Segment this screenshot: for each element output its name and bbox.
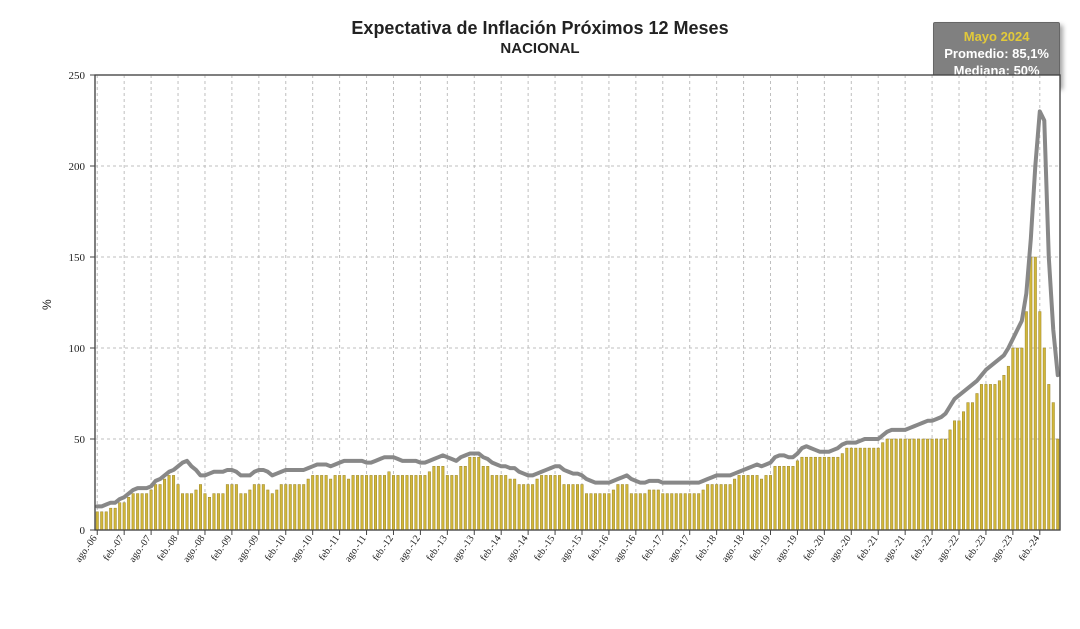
svg-text:ago.-15: ago.-15 [558, 533, 584, 564]
svg-text:ago.-08: ago.-08 [181, 533, 207, 564]
svg-text:250: 250 [69, 70, 86, 82]
svg-text:feb.-16: feb.-16 [586, 533, 611, 563]
svg-text:feb.-07: feb.-07 [101, 533, 126, 563]
svg-text:ago.-16: ago.-16 [612, 533, 638, 564]
svg-text:ago.-14: ago.-14 [504, 533, 530, 564]
svg-text:ago.-17: ago.-17 [666, 533, 692, 564]
svg-text:ago.-12: ago.-12 [396, 533, 422, 564]
svg-text:feb.-15: feb.-15 [532, 533, 557, 563]
svg-text:feb.-19: feb.-19 [748, 533, 773, 563]
svg-text:feb.-14: feb.-14 [478, 533, 503, 563]
svg-text:feb.-10: feb.-10 [263, 533, 288, 563]
svg-text:50: 50 [74, 434, 86, 446]
svg-text:ago.-22: ago.-22 [935, 533, 961, 564]
svg-text:ago.-23: ago.-23 [989, 533, 1015, 564]
svg-text:feb.-24: feb.-24 [1017, 533, 1042, 563]
svg-text:ago.-19: ago.-19 [774, 533, 800, 564]
svg-text:feb.-09: feb.-09 [209, 533, 234, 563]
svg-text:ago.-18: ago.-18 [720, 533, 746, 564]
svg-text:ago.-11: ago.-11 [343, 533, 369, 564]
svg-text:150: 150 [69, 252, 86, 264]
svg-text:ago.-06: ago.-06 [73, 533, 99, 564]
svg-text:ago.-10: ago.-10 [289, 533, 315, 564]
svg-text:ago.-09: ago.-09 [235, 533, 261, 564]
svg-text:0: 0 [80, 525, 86, 537]
svg-text:feb.-20: feb.-20 [801, 533, 826, 563]
svg-text:feb.-21: feb.-21 [855, 533, 880, 563]
svg-text:100: 100 [69, 343, 86, 355]
svg-text:feb.-22: feb.-22 [909, 533, 934, 563]
svg-text:200: 200 [69, 161, 86, 173]
svg-text:ago.-21: ago.-21 [881, 533, 907, 564]
svg-text:ago.-13: ago.-13 [450, 533, 476, 564]
svg-text:feb.-11: feb.-11 [317, 533, 342, 562]
svg-text:feb.-08: feb.-08 [155, 533, 180, 563]
svg-text:feb.-23: feb.-23 [963, 533, 988, 563]
svg-text:feb.-12: feb.-12 [371, 533, 396, 563]
svg-text:feb.-17: feb.-17 [640, 533, 665, 563]
svg-text:feb.-13: feb.-13 [424, 533, 449, 563]
svg-text:feb.-18: feb.-18 [694, 533, 719, 563]
svg-text:ago.-07: ago.-07 [127, 533, 153, 564]
svg-text:ago.-20: ago.-20 [827, 533, 853, 564]
chart-plot: 050100150200250ago.-06feb.-07ago.-07feb.… [0, 0, 1080, 629]
